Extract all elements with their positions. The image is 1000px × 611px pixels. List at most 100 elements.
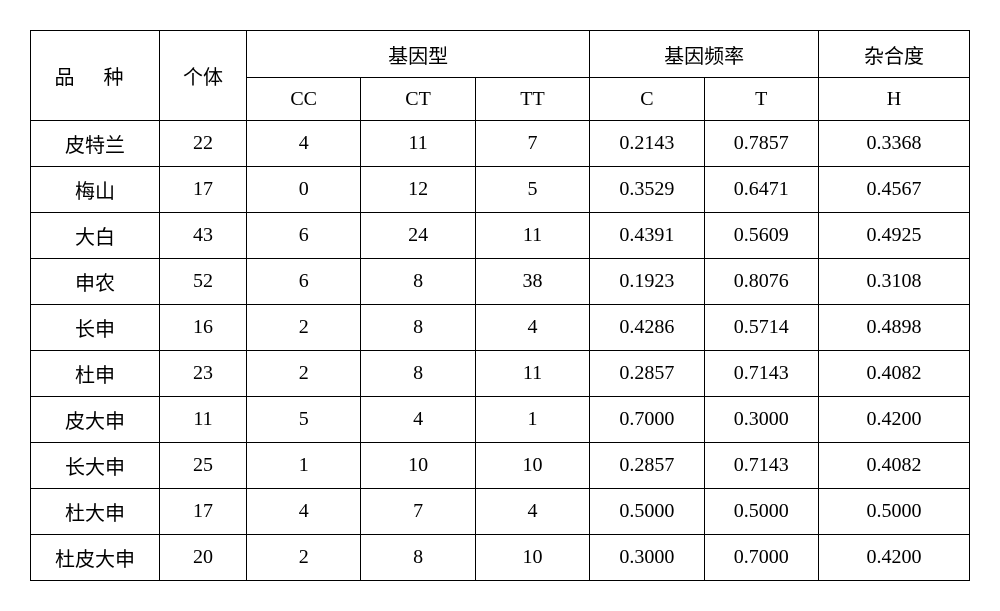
cell-ind: 11 — [160, 397, 247, 443]
table-row: 杜申2328110.28570.71430.4082 — [31, 351, 970, 397]
cell-tt: 10 — [475, 535, 589, 581]
col-breed: 品 种 — [31, 31, 160, 121]
cell-ct: 12 — [361, 167, 475, 213]
cell-t: 0.5609 — [704, 213, 818, 259]
cell-tt: 5 — [475, 167, 589, 213]
cell-h: 0.4200 — [819, 397, 970, 443]
cell-h: 0.4082 — [819, 351, 970, 397]
cell-c: 0.2857 — [590, 351, 704, 397]
cell-tt: 38 — [475, 259, 589, 305]
cell-ind: 22 — [160, 121, 247, 167]
cell-h: 0.4200 — [819, 535, 970, 581]
cell-ct: 8 — [361, 259, 475, 305]
table-row: 长申162840.42860.57140.4898 — [31, 305, 970, 351]
col-cc: CC — [247, 78, 361, 121]
cell-c: 0.4286 — [590, 305, 704, 351]
cell-h: 0.4082 — [819, 443, 970, 489]
col-ct: CT — [361, 78, 475, 121]
cell-breed: 大白 — [31, 213, 160, 259]
genotype-table-wrapper: 品 种 个体 基因型 基因频率 杂合度 CC CT TT C T H 皮特兰22… — [30, 30, 970, 581]
cell-t: 0.5714 — [704, 305, 818, 351]
cell-tt: 7 — [475, 121, 589, 167]
cell-t: 0.7857 — [704, 121, 818, 167]
cell-ct: 7 — [361, 489, 475, 535]
col-c: C — [590, 78, 704, 121]
col-tt: TT — [475, 78, 589, 121]
cell-t: 0.8076 — [704, 259, 818, 305]
col-genotype-group: 基因型 — [247, 31, 590, 78]
col-freq-group: 基因频率 — [590, 31, 819, 78]
col-individual: 个体 — [160, 31, 247, 121]
cell-cc: 2 — [247, 305, 361, 351]
cell-ind: 23 — [160, 351, 247, 397]
table-row: 皮大申115410.70000.30000.4200 — [31, 397, 970, 443]
cell-ct: 24 — [361, 213, 475, 259]
cell-h: 0.4567 — [819, 167, 970, 213]
cell-t: 0.5000 — [704, 489, 818, 535]
cell-h: 0.3368 — [819, 121, 970, 167]
table-row: 长大申25110100.28570.71430.4082 — [31, 443, 970, 489]
table-row: 大白43624110.43910.56090.4925 — [31, 213, 970, 259]
cell-tt: 11 — [475, 351, 589, 397]
cell-c: 0.3529 — [590, 167, 704, 213]
cell-breed: 长申 — [31, 305, 160, 351]
cell-breed: 长大申 — [31, 443, 160, 489]
cell-t: 0.7143 — [704, 351, 818, 397]
cell-ind: 20 — [160, 535, 247, 581]
cell-breed: 皮特兰 — [31, 121, 160, 167]
col-h: H — [819, 78, 970, 121]
cell-c: 0.7000 — [590, 397, 704, 443]
cell-t: 0.7143 — [704, 443, 818, 489]
cell-cc: 2 — [247, 351, 361, 397]
cell-tt: 1 — [475, 397, 589, 443]
cell-breed: 杜大申 — [31, 489, 160, 535]
cell-breed: 申农 — [31, 259, 160, 305]
table-row: 杜皮大申2028100.30000.70000.4200 — [31, 535, 970, 581]
cell-breed: 杜皮大申 — [31, 535, 160, 581]
cell-c: 0.4391 — [590, 213, 704, 259]
cell-breed: 杜申 — [31, 351, 160, 397]
cell-ct: 4 — [361, 397, 475, 443]
cell-h: 0.4898 — [819, 305, 970, 351]
genotype-table: 品 种 个体 基因型 基因频率 杂合度 CC CT TT C T H 皮特兰22… — [30, 30, 970, 581]
cell-ind: 16 — [160, 305, 247, 351]
cell-ind: 52 — [160, 259, 247, 305]
cell-ind: 17 — [160, 489, 247, 535]
table-row: 梅山1701250.35290.64710.4567 — [31, 167, 970, 213]
cell-cc: 4 — [247, 121, 361, 167]
col-hetero-group: 杂合度 — [819, 31, 970, 78]
table-body: 皮特兰2241170.21430.78570.3368梅山1701250.352… — [31, 121, 970, 581]
cell-h: 0.3108 — [819, 259, 970, 305]
cell-ct: 8 — [361, 305, 475, 351]
table-header: 品 种 个体 基因型 基因频率 杂合度 CC CT TT C T H — [31, 31, 970, 121]
cell-ct: 11 — [361, 121, 475, 167]
cell-c: 0.2143 — [590, 121, 704, 167]
cell-ct: 10 — [361, 443, 475, 489]
cell-ct: 8 — [361, 535, 475, 581]
cell-c: 0.1923 — [590, 259, 704, 305]
cell-cc: 0 — [247, 167, 361, 213]
cell-t: 0.3000 — [704, 397, 818, 443]
cell-cc: 6 — [247, 259, 361, 305]
cell-cc: 5 — [247, 397, 361, 443]
cell-ind: 17 — [160, 167, 247, 213]
cell-breed: 梅山 — [31, 167, 160, 213]
cell-cc: 1 — [247, 443, 361, 489]
cell-t: 0.7000 — [704, 535, 818, 581]
cell-c: 0.3000 — [590, 535, 704, 581]
cell-cc: 6 — [247, 213, 361, 259]
cell-t: 0.6471 — [704, 167, 818, 213]
cell-tt: 11 — [475, 213, 589, 259]
table-row: 杜大申174740.50000.50000.5000 — [31, 489, 970, 535]
table-row: 皮特兰2241170.21430.78570.3368 — [31, 121, 970, 167]
cell-ind: 25 — [160, 443, 247, 489]
cell-ct: 8 — [361, 351, 475, 397]
cell-ind: 43 — [160, 213, 247, 259]
cell-c: 0.5000 — [590, 489, 704, 535]
col-t: T — [704, 78, 818, 121]
cell-cc: 2 — [247, 535, 361, 581]
header-row-1: 品 种 个体 基因型 基因频率 杂合度 — [31, 31, 970, 78]
cell-h: 0.5000 — [819, 489, 970, 535]
cell-c: 0.2857 — [590, 443, 704, 489]
cell-cc: 4 — [247, 489, 361, 535]
